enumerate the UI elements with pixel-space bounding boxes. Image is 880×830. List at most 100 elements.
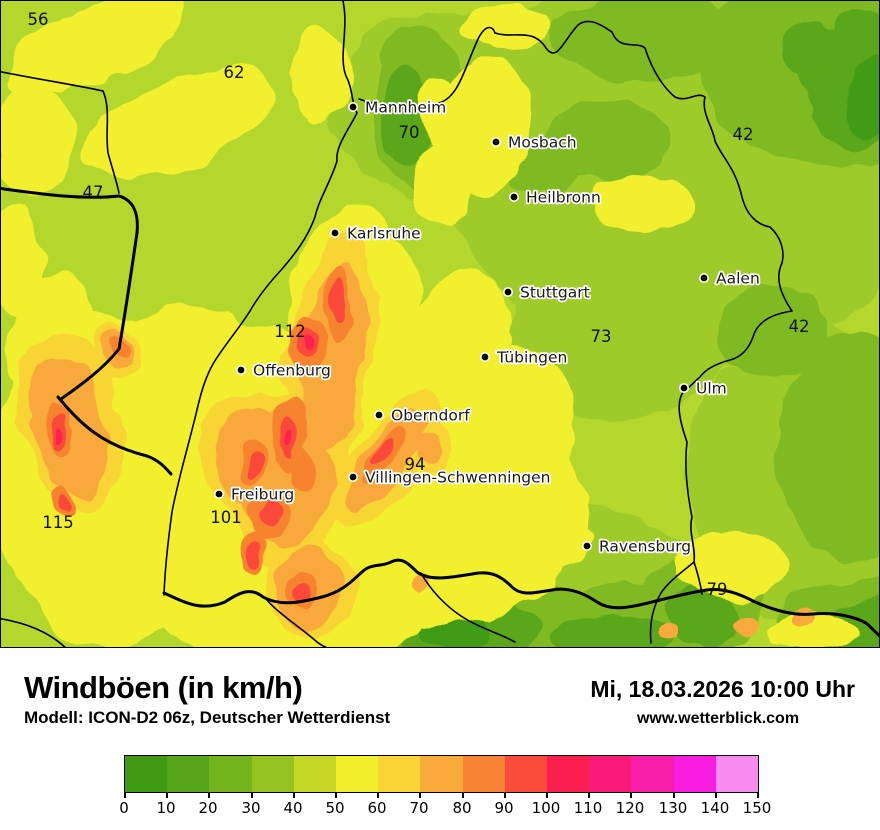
city-label: Aalen: [716, 269, 760, 287]
city-dot: [373, 409, 384, 420]
city-label: Mosbach: [508, 133, 577, 151]
city-label: Mannheim: [365, 98, 446, 116]
city-dot: [678, 382, 689, 393]
legend-tick: [673, 793, 675, 798]
city-marker-mosbach: Mosbach: [490, 132, 578, 153]
city-label: Tübingen: [496, 348, 567, 366]
city-dot: [347, 102, 358, 113]
city-marker-aalen: Aalen: [698, 268, 761, 289]
city-marker-heilbronn: Heilbronn: [508, 187, 603, 208]
border-northwest: [1, 70, 120, 194]
wind-value-labels: 56 62 70 42 47 112 73 42 94 101 115 79: [28, 10, 810, 599]
city-label: Offenburg: [253, 361, 331, 379]
city-marker-freiburg: Freiburg: [214, 484, 296, 505]
wind-field: [1, 1, 879, 647]
legend-tick: [715, 793, 717, 798]
city-marker-stuttgart: Stuttgart: [502, 282, 591, 303]
wind-gust-map: Mannheim Mosbach Heilbronn Karlsruhe Stu…: [0, 0, 880, 648]
city-dot: [502, 286, 513, 297]
legend-tick-label: 110: [573, 799, 603, 817]
legend-tick: [251, 793, 253, 798]
website-url: www.wetterblick.com: [636, 710, 800, 727]
legend-tick-label: 10: [156, 799, 176, 817]
legend-tick: [293, 793, 295, 798]
legend-tick-label: 60: [367, 799, 387, 817]
legend-tick-label: 130: [658, 799, 688, 817]
legend-color-segment: [125, 756, 168, 792]
legend-color-segment: [167, 756, 210, 792]
wind-value: 62: [224, 63, 245, 82]
city-label: Ulm: [696, 379, 727, 397]
map-canvas: Mannheim Mosbach Heilbronn Karlsruhe Stu…: [1, 1, 879, 647]
legend-tick-label: 140: [700, 799, 730, 817]
color-scale-legend: [124, 755, 759, 793]
border-france-diagonal: [56, 395, 173, 476]
city-marker-offenburg: Offenburg: [236, 360, 333, 381]
city-label: Ravensburg: [599, 537, 691, 555]
legend-color-segment: [420, 756, 463, 792]
city-dot: [347, 471, 358, 482]
legend-color-segment: [293, 756, 337, 792]
legend-color-segment: [462, 756, 505, 792]
wind-value: 42: [789, 317, 810, 336]
legend-tick-label: 40: [283, 799, 303, 817]
legend-tick-label: 150: [742, 799, 772, 817]
legend-tick: [588, 793, 590, 798]
city-dot: [581, 540, 592, 551]
border-southwest-corner: [1, 617, 66, 647]
legend-color-segment: [504, 756, 548, 792]
legend-color-segment: [673, 756, 716, 792]
border-schaffhausen: [420, 572, 516, 643]
city-dot: [329, 228, 340, 239]
legend-tick-label: 90: [494, 799, 514, 817]
footer: Windböen (in km/h) Mi, 18.03.2026 10:00 …: [0, 648, 880, 830]
legend-tick: [504, 793, 506, 798]
legend-color-segment: [547, 756, 590, 792]
legend-tick: [630, 793, 632, 798]
city-marker-mannheim: Mannheim: [347, 97, 448, 118]
border-bavaria-south: [649, 561, 695, 644]
wind-value: 56: [28, 10, 49, 29]
city-marker-tuebingen: Tübingen: [479, 347, 569, 368]
city-marker-karlsruhe: Karlsruhe: [329, 223, 422, 244]
city-dot: [698, 272, 709, 283]
legend-tick: [335, 793, 337, 798]
legend-tick: [377, 793, 379, 798]
legend-tick-label: 120: [615, 799, 645, 817]
city-marker-oberndorf: Oberndorf: [373, 405, 472, 426]
wind-value: 47: [83, 183, 104, 202]
legend-tick-label: 100: [531, 799, 561, 817]
city-label: Villingen-Schwenningen: [365, 468, 550, 486]
city-label: Karlsruhe: [347, 224, 421, 242]
city-dot: [490, 137, 501, 148]
city-dot: [508, 192, 519, 203]
legend-color-segment: [589, 756, 632, 792]
legend-tick-label: 70: [409, 799, 429, 817]
legend-tick-label: 80: [452, 799, 472, 817]
city-dot: [236, 364, 247, 375]
legend-tick: [419, 793, 421, 798]
legend-color-segment: [336, 756, 379, 792]
legend-color-segment: [715, 756, 759, 792]
border-rhine: [163, 1, 358, 596]
wind-value: 101: [210, 508, 242, 527]
city-marker-ravensburg: Ravensburg: [581, 536, 693, 557]
city-markers: Mannheim Mosbach Heilbronn Karlsruhe Stu…: [214, 97, 761, 557]
city-dot: [214, 488, 225, 499]
legend-color-segment: [251, 756, 294, 792]
border-switzerland: [162, 558, 879, 638]
legend-color-segment: [209, 756, 252, 792]
city-marker-villingen-schwenningen: Villingen-Schwenningen: [347, 467, 552, 488]
legend-tick: [546, 793, 548, 798]
legend-tick-label: 50: [325, 799, 345, 817]
wind-value: 42: [733, 125, 754, 144]
border-france-north: [1, 187, 139, 401]
wind-value: 79: [707, 580, 728, 599]
legend-color-segment: [631, 756, 674, 792]
city-label: Oberndorf: [391, 406, 470, 424]
wind-value: 112: [274, 322, 306, 341]
legend-color-segment: [378, 756, 421, 792]
wind-value: 70: [399, 123, 420, 142]
wind-value: 94: [405, 455, 426, 474]
